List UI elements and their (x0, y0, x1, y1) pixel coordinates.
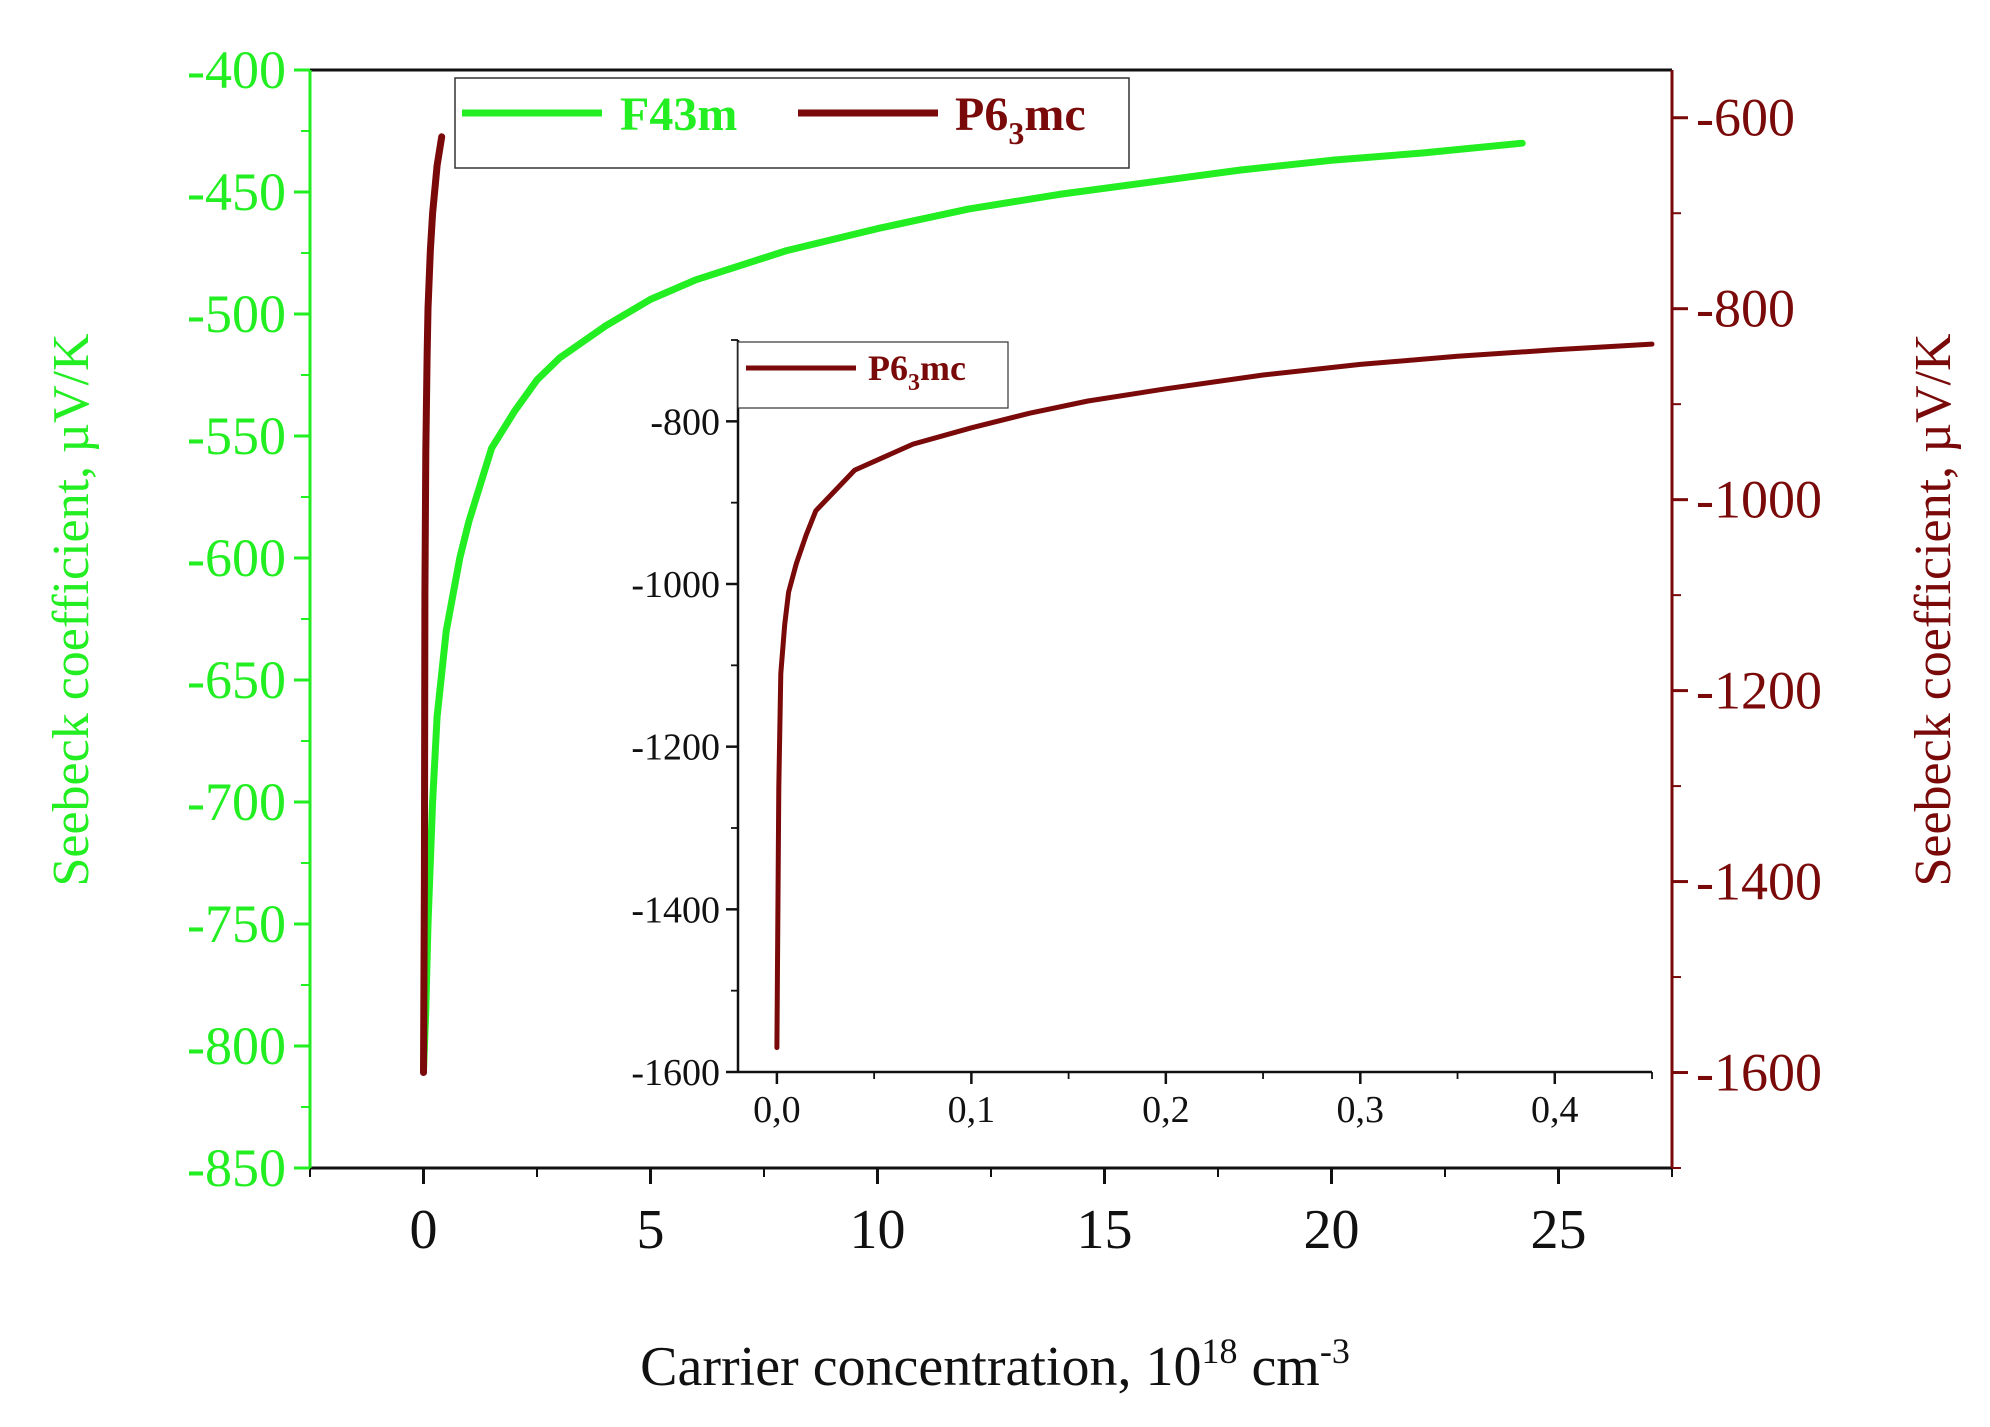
y-right-tick-label-5: -1600 (1696, 1043, 1822, 1103)
inset-series-line-p63mc (774, 341, 1655, 1051)
inset-y-tick-label-3: -1400 (631, 889, 720, 931)
series-line-f43m (420, 139, 1526, 1074)
legend-inset: P63mc (737, 341, 1009, 409)
inset-y-tick-label-2: -1200 (631, 727, 720, 769)
y-left-tick-label-3: -550 (187, 406, 286, 466)
x-tick-label-4: 20 (1304, 1199, 1360, 1261)
inset-series (774, 341, 1655, 1051)
x-axis-title: Carrier concentration, 1018 cm-3 (640, 1331, 1350, 1398)
legend-label-p63mc-suffix: mc (1024, 88, 1085, 141)
y-left-tick-label-5: -650 (187, 650, 286, 710)
inset-x-tick-label-3: 0,3 (1337, 1089, 1385, 1131)
legend-main: F43m P63mc (454, 77, 1130, 169)
legend-inset-label-p63mc: P63mc (868, 348, 966, 396)
x-axis-title-main: Carrier concentration, 10 (640, 1336, 1201, 1398)
inset-ticks (726, 339, 1653, 1084)
inset-x-tick-label-2: 0,2 (1142, 1089, 1190, 1131)
y-left-tick-label-0: -400 (187, 40, 286, 100)
x-tick-label-2: 10 (850, 1199, 906, 1261)
y-left-tick-label-6: -700 (187, 772, 286, 832)
y-left-tick-label-8: -800 (187, 1016, 286, 1076)
legend-inset-label-prefix: P6 (868, 348, 908, 388)
inset-background (600, 340, 1660, 1150)
y-right-tick-label-3: -1200 (1696, 661, 1822, 721)
legend-inset-label-sub: 3 (908, 370, 920, 396)
legend-main-box (454, 77, 1130, 169)
y-right-tick-label-4: -1400 (1696, 852, 1822, 912)
inset-x-tick-label-0: 0,0 (753, 1089, 801, 1131)
inset-y-tick-label-4: -1600 (631, 1052, 720, 1094)
y-left-tick-label-7: -750 (187, 894, 286, 954)
inset-chart: 0,0 0,1 0,2 0,3 0,4-800-1000-1200-1400-1600 … (600, 339, 1660, 1150)
y-right-tick-label-1: -800 (1696, 279, 1795, 339)
main-tick-labels: 0 5 10 15 20 25 -400 -450 -500 -550 -600 -650 -700 -7… (187, 40, 1822, 1261)
inset-tick-labels: 0,0 0,1 0,2 0,3 0,4 -800 -1000 -1200 -1400 -1600 (631, 401, 1578, 1131)
series-line-p63mc (420, 133, 446, 1076)
legend-label-p63mc: P63mc (955, 88, 1086, 151)
main-ticks (294, 68, 1688, 1184)
y-right-tick-label-0: -600 (1696, 88, 1795, 148)
main-series (420, 133, 1526, 1076)
inset-x-tick-label-1: 0,1 (948, 1089, 996, 1131)
inset-y-tick-label-1: -1000 (631, 564, 720, 606)
y-left-tick-label-1: -450 (187, 162, 286, 222)
legend-inset-box (737, 341, 1009, 409)
inset-x-tick-label-4: 0,4 (1531, 1089, 1579, 1131)
y-left-tick-label-4: -600 (187, 528, 286, 588)
y-left-tick-label-9: -850 (187, 1138, 286, 1198)
x-tick-label-0: 0 (410, 1199, 438, 1261)
x-axis-title-unit-exponent: -3 (1320, 1331, 1350, 1371)
legend-label-p63mc-prefix: P6 (955, 88, 1008, 141)
legend-label-f43m: F43m (620, 88, 737, 141)
x-tick-label-1: 5 (637, 1199, 665, 1261)
x-tick-label-3: 15 (1077, 1199, 1133, 1261)
inset-plot-frame (736, 340, 1652, 1074)
legend-label-p63mc-sub: 3 (1008, 115, 1024, 151)
x-axis-title-unit: cm (1237, 1336, 1319, 1398)
y-right-tick-label-2: -1000 (1696, 470, 1822, 530)
y-left-tick-label-2: -500 (187, 284, 286, 344)
x-tick-label-5: 25 (1531, 1199, 1587, 1261)
y-axis-right-title: Seebeck coefficient, µV/K (1905, 333, 1962, 887)
inset-y-tick-label-0: -800 (650, 401, 720, 443)
x-axis-title-exponent: 18 (1201, 1331, 1237, 1371)
y-axis-left-title: Seebeck coefficient, µV/K (43, 333, 100, 887)
legend-inset-label-suffix: mc (920, 348, 966, 388)
